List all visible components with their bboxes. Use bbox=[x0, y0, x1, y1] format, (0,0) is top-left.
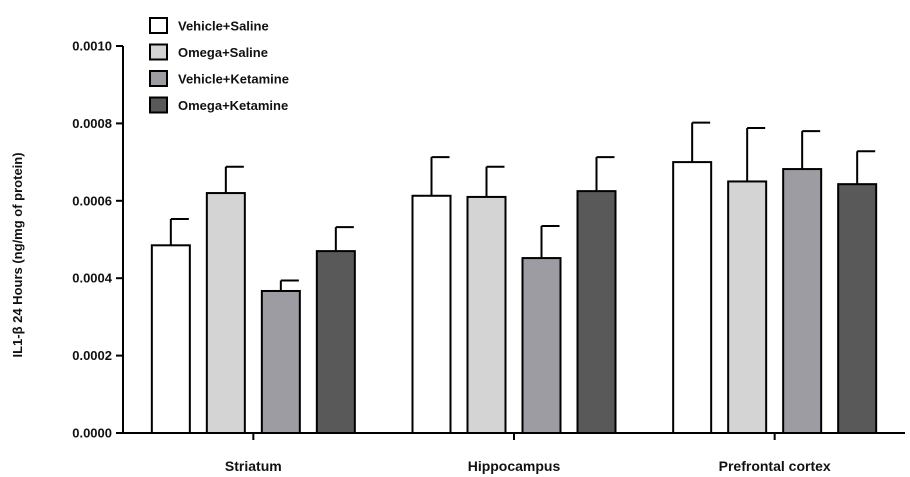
y-tick-label: 0.0010 bbox=[72, 39, 112, 54]
legend-swatch bbox=[149, 70, 168, 87]
bar bbox=[466, 195, 507, 434]
legend-label: Omega+Saline bbox=[178, 45, 268, 60]
legend-label: Vehicle+Ketamine bbox=[178, 72, 289, 87]
bar bbox=[260, 289, 301, 435]
y-tick-label: 0.0002 bbox=[72, 348, 112, 363]
bar bbox=[727, 180, 768, 434]
legend-swatch bbox=[149, 17, 168, 34]
y-tick-label: 0.0008 bbox=[72, 116, 112, 131]
bar bbox=[315, 250, 356, 434]
bar bbox=[521, 257, 562, 434]
bar bbox=[782, 168, 823, 434]
legend-swatch bbox=[149, 43, 168, 61]
bar bbox=[205, 192, 246, 434]
y-axis: 0.0000 0.0002 0.0004 0.0006 0.0008 0.0010 bbox=[72, 39, 124, 441]
legend: Vehicle+Saline Omega+Saline Vehicle+Ketami… bbox=[149, 17, 289, 114]
x-tick-label: Prefrontal cortex bbox=[719, 458, 831, 474]
bar bbox=[837, 183, 878, 434]
y-tick-label: 0.0000 bbox=[72, 426, 112, 441]
bar bbox=[672, 161, 713, 434]
bar bbox=[411, 194, 452, 434]
bar bbox=[576, 190, 617, 434]
y-tick-label: 0.0004 bbox=[72, 271, 113, 286]
legend-label: Omega+Ketamine bbox=[178, 98, 288, 113]
y-tick-label: 0.0006 bbox=[72, 193, 112, 208]
x-tick-label: Striatum bbox=[225, 458, 282, 474]
bar bbox=[150, 244, 191, 434]
x-tick-label: Hippocampus bbox=[468, 458, 561, 474]
x-axis: Striatum Hippocampus Prefrontal cortex bbox=[123, 432, 905, 474]
legend-label: Vehicle+Saline bbox=[178, 19, 269, 34]
legend-swatch bbox=[149, 96, 168, 114]
y-axis-label: IL1-β 24 Hours (ng/mg of protein) bbox=[10, 152, 25, 357]
bars bbox=[150, 121, 878, 435]
